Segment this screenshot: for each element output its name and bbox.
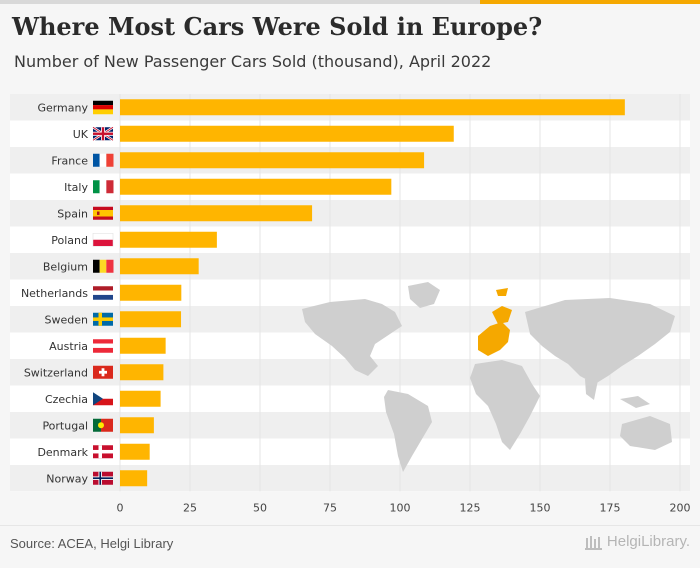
x-tick-label: 100	[390, 502, 411, 515]
flag-poland-icon	[92, 233, 114, 247]
flag-switzerland-icon	[93, 365, 113, 379]
x-tick-label: 200	[670, 502, 691, 515]
map-landmass	[585, 379, 598, 400]
flag-uk-icon	[92, 126, 114, 142]
chart-area: Germany UK France Italy Spain Poland Belgium Ne…	[10, 94, 690, 514]
category-label: Belgium	[43, 260, 88, 273]
footer-divider	[0, 525, 700, 526]
map-landmass	[620, 396, 650, 408]
category-label: Norway	[46, 472, 88, 485]
bar	[120, 284, 182, 301]
flag-sweden-icon	[93, 312, 113, 326]
bar	[120, 390, 161, 407]
category-label: UK	[73, 128, 89, 141]
x-tick-label: 150	[530, 502, 551, 515]
category-label: Netherlands	[21, 287, 88, 300]
bar	[120, 443, 150, 460]
top-accent-bar	[0, 0, 700, 4]
top-accent-grey	[0, 0, 480, 4]
category-label: Poland	[51, 234, 88, 247]
logo-text: HelgiLibrary.	[606, 533, 690, 550]
bar	[120, 364, 164, 381]
helgi-library-logo: HelgiLibrary.	[584, 533, 690, 550]
x-tick-label: 25	[183, 502, 197, 515]
flag-italy-icon	[93, 180, 114, 194]
bar	[120, 258, 199, 275]
world-map-icon	[302, 282, 675, 472]
map-landmass	[408, 282, 440, 308]
top-accent-orange	[480, 0, 700, 4]
category-label: Czechia	[45, 393, 88, 406]
flag-germany-icon	[93, 100, 113, 115]
map-landmass	[302, 299, 402, 376]
flag-portugal-icon	[93, 418, 113, 432]
category-label: Switzerland	[24, 366, 88, 379]
flag-austria-icon	[93, 339, 113, 353]
bar-chart: Germany UK France Italy Spain Poland Belgium Ne…	[10, 94, 690, 514]
x-tick-label: 50	[253, 502, 267, 515]
bar	[120, 125, 454, 142]
x-tick-label: 175	[600, 502, 621, 515]
bar	[120, 231, 217, 248]
category-label: Austria	[49, 340, 88, 353]
source-note: Source: ACEA, Helgi Library	[10, 536, 174, 551]
category-label: Sweden	[45, 313, 88, 326]
flag-spain-icon	[93, 206, 113, 220]
flag-denmark-icon	[93, 445, 113, 459]
category-label: Spain	[57, 207, 88, 220]
map-landmass	[384, 390, 432, 472]
x-tick-label: 125	[460, 502, 481, 515]
bar	[120, 337, 166, 354]
bar	[120, 178, 392, 195]
x-tick-label: 75	[323, 502, 337, 515]
map-landmass	[470, 360, 540, 450]
bar	[120, 152, 425, 169]
chart-subtitle: Number of New Passenger Cars Sold (thous…	[14, 52, 492, 71]
flag-norway-icon	[93, 471, 113, 485]
x-tick-label: 0	[117, 502, 124, 515]
category-label: France	[51, 154, 88, 167]
flag-france-icon	[93, 153, 114, 167]
map-europe-highlight	[496, 288, 508, 296]
bar	[120, 205, 313, 222]
flag-czechia-icon	[93, 392, 113, 406]
category-label: Germany	[37, 101, 88, 114]
category-label: Portugal	[42, 419, 88, 432]
chart-title: Where Most Cars Were Sold in Europe?	[12, 12, 543, 41]
map-europe-highlight	[478, 322, 510, 356]
category-label: Denmark	[37, 446, 88, 459]
flag-belgium-icon	[93, 259, 114, 273]
map-landmass	[525, 298, 675, 384]
map-europe-highlight	[492, 306, 512, 324]
bar	[120, 311, 182, 328]
category-label: Italy	[64, 181, 88, 194]
bar	[120, 470, 148, 487]
bar	[120, 417, 154, 434]
library-icon	[584, 535, 602, 550]
bar	[120, 99, 625, 116]
flag-netherlands-icon	[93, 286, 113, 300]
map-landmass	[620, 416, 672, 450]
